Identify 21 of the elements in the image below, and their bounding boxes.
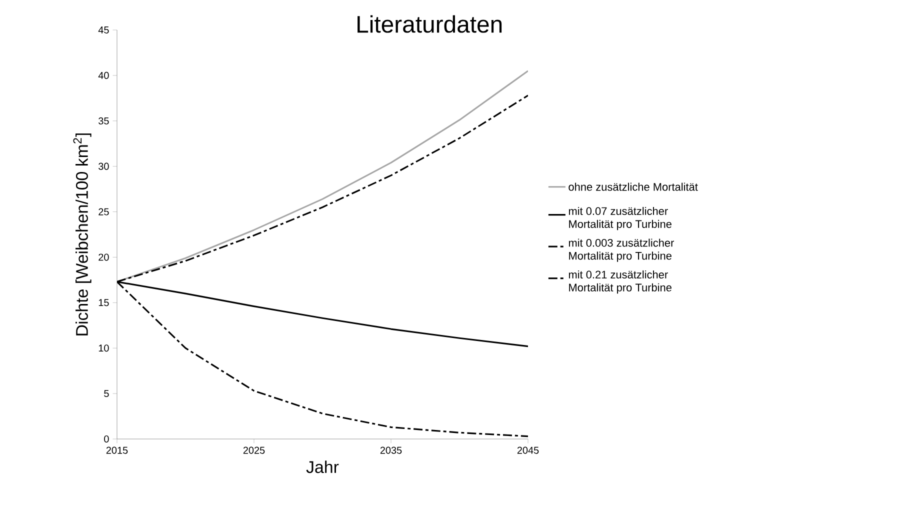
x-tick-label: 2015 <box>106 446 128 454</box>
x-tick-label: 2045 <box>517 446 539 454</box>
y-tick-label: 30 <box>98 162 109 170</box>
legend-label: ohne zusätzliche Mortalität <box>568 182 698 191</box>
y-tick-label: 25 <box>98 208 109 216</box>
chart-title: Literaturdaten <box>358 15 502 33</box>
x-axis-title: Jahr <box>306 460 339 474</box>
legend-label: mit 0.21 zusätzlicher Mortalität pro Turbine <box>568 270 672 294</box>
y-tick-label: 35 <box>98 117 109 124</box>
y-axis-title: Dichte [Weibchen/100 km$^{2}$] <box>73 133 92 336</box>
y-tick-label: 0 <box>104 435 109 443</box>
y-tick-label: 15 <box>98 299 109 306</box>
y-tick-label: 20 <box>98 254 109 261</box>
y-tick-label: 45 <box>98 26 109 34</box>
legend-label: mit 0.07 zusätzlicher Mortalität pro Turbine <box>568 206 672 230</box>
x-tick-label: 2025 <box>243 446 265 454</box>
y-tick-label: 10 <box>98 344 109 352</box>
x-tick-label: 2035 <box>380 446 402 454</box>
y-tick-label: 5 <box>104 390 109 398</box>
y-tick-label: 40 <box>98 72 109 79</box>
legend-label: mit 0.003 zusätzlicher Mortalität pro Turbine <box>568 238 674 262</box>
